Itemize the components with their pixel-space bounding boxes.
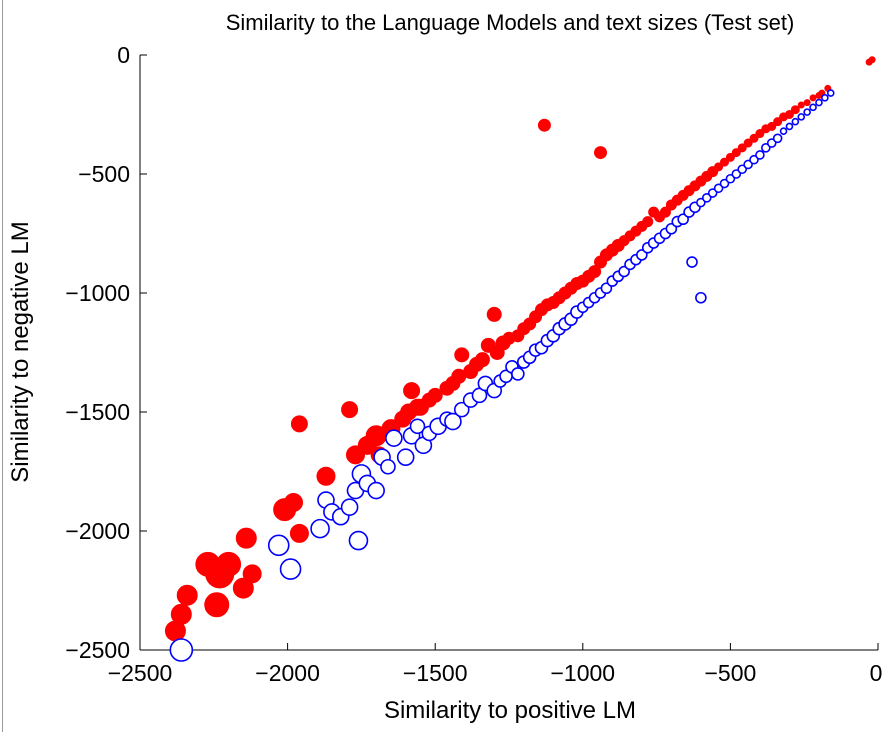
blue-data-point [396, 448, 415, 467]
x-tick-label: −2500 [108, 660, 173, 686]
red-data-point [749, 133, 759, 143]
red-data-point [719, 157, 729, 167]
blue-data-point [511, 367, 525, 381]
y-axis-ticks: 0 −500 −1000 −1500 −2000 −2500 [65, 42, 147, 663]
red-data-point [454, 347, 470, 363]
y-tick-label: −1500 [65, 399, 130, 425]
y-axis-label: Similarity to negative LM [7, 221, 34, 482]
red-data-point [743, 138, 753, 148]
blue-data-point [385, 429, 403, 447]
blue-data-point [815, 98, 823, 107]
blue-data-point [695, 291, 707, 304]
red-data-point [642, 216, 654, 228]
red-data-point [242, 564, 262, 584]
red-data-point [232, 577, 254, 599]
x-tick-label: −500 [704, 660, 756, 686]
blue-data-point [809, 103, 817, 112]
blue-data-point [340, 498, 359, 517]
red-data-point [714, 162, 724, 172]
red-data-point [284, 492, 304, 512]
blue-data-point [367, 481, 385, 500]
blue-data-point [791, 117, 800, 126]
red-data-point [427, 387, 443, 403]
blue-data-point [444, 412, 462, 431]
red-data-point [216, 551, 242, 577]
x-axis-label: Similarity to positive LM [384, 697, 636, 724]
red-data-point [537, 118, 551, 132]
red-data-point [868, 56, 876, 64]
red-data-point [176, 584, 198, 606]
left-frame-line [2, 0, 3, 732]
blue-data-point [821, 94, 829, 102]
red-data-point [731, 148, 741, 158]
red-data-point [588, 265, 602, 279]
blue-data-point [797, 113, 806, 121]
red-data-point [767, 121, 777, 131]
x-tick-label: 0 [870, 660, 883, 686]
x-tick-label: −2000 [255, 660, 320, 686]
red-data-point [316, 466, 336, 486]
red-data-point [403, 382, 421, 400]
red-data-point [809, 94, 817, 102]
red-data-point [289, 523, 309, 543]
series-blue-points [169, 89, 835, 662]
red-data-point [803, 99, 811, 107]
blue-data-point [803, 108, 811, 116]
red-data-point [755, 129, 765, 139]
x-tick-label: −1500 [403, 660, 468, 686]
red-data-point [790, 105, 800, 115]
red-data-point [737, 143, 747, 153]
blue-data-point [169, 638, 194, 662]
blue-data-point [755, 150, 765, 160]
red-data-point [784, 110, 794, 119]
series-red-points [164, 56, 876, 642]
red-data-point [725, 152, 735, 162]
y-tick-label: −2000 [65, 518, 130, 544]
y-tick-label: −500 [78, 161, 130, 187]
red-data-point [659, 206, 671, 218]
blue-data-point [380, 458, 396, 475]
blue-data-point [279, 558, 302, 580]
red-data-point [170, 603, 192, 625]
red-data-point [290, 415, 308, 433]
red-data-point [474, 352, 490, 368]
red-data-point [486, 306, 502, 322]
blue-data-point [826, 89, 835, 97]
y-tick-label: −2500 [65, 637, 130, 663]
x-axis-ticks: −2500 −2000 −1500 −1000 −500 0 [108, 643, 883, 686]
red-data-point [341, 401, 359, 419]
blue-data-point [785, 122, 794, 131]
blue-data-point [409, 418, 426, 435]
chart-title: Similarity to the Language Models and te… [226, 10, 795, 35]
blue-data-point [453, 401, 470, 418]
blue-data-point [267, 534, 290, 557]
blue-data-point [348, 530, 369, 551]
red-data-point [773, 117, 783, 127]
red-data-point [204, 592, 230, 618]
red-data-point [235, 527, 257, 549]
x-tick-label: −1000 [550, 660, 615, 686]
red-data-point [594, 146, 608, 160]
y-tick-label: 0 [117, 42, 130, 68]
blue-data-point [772, 133, 783, 144]
red-data-point [797, 101, 805, 109]
blue-data-point [686, 256, 698, 268]
blue-data-point [310, 518, 330, 539]
blue-data-point [779, 127, 788, 135]
y-tick-label: −1000 [65, 280, 130, 306]
